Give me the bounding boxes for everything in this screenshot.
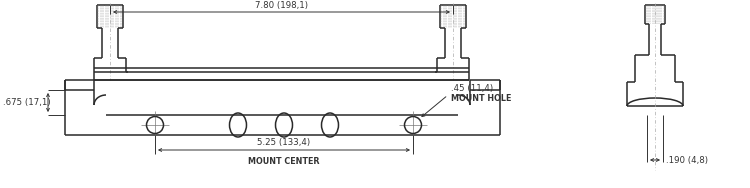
Text: 5.25 (133,4): 5.25 (133,4) [257, 138, 310, 147]
Text: .675 (17,1): .675 (17,1) [3, 98, 51, 106]
Text: MOUNT HOLE: MOUNT HOLE [451, 94, 512, 103]
Text: MOUNT CENTER: MOUNT CENTER [248, 157, 320, 166]
Text: .45 (11,4): .45 (11,4) [451, 84, 494, 93]
Text: .190 (4,8): .190 (4,8) [666, 155, 708, 164]
Text: 7.80 (198,1): 7.80 (198,1) [255, 1, 308, 10]
